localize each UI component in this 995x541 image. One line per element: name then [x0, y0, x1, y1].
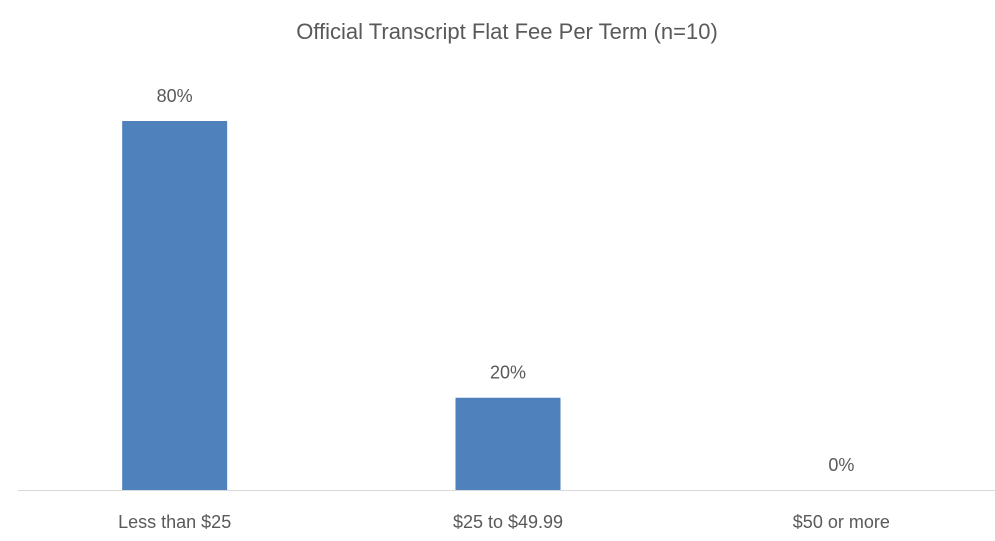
x-tick-label: $25 to $49.99	[453, 512, 563, 532]
data-label: 20%	[490, 363, 526, 383]
chart-title: Official Transcript Flat Fee Per Term (n…	[296, 19, 718, 44]
bar	[122, 121, 228, 490]
x-tick-label: Less than $25	[118, 512, 231, 532]
data-label: 80%	[157, 86, 193, 106]
bar	[455, 397, 561, 490]
data-label: 0%	[828, 455, 854, 475]
x-tick-label: $50 or more	[793, 512, 890, 532]
